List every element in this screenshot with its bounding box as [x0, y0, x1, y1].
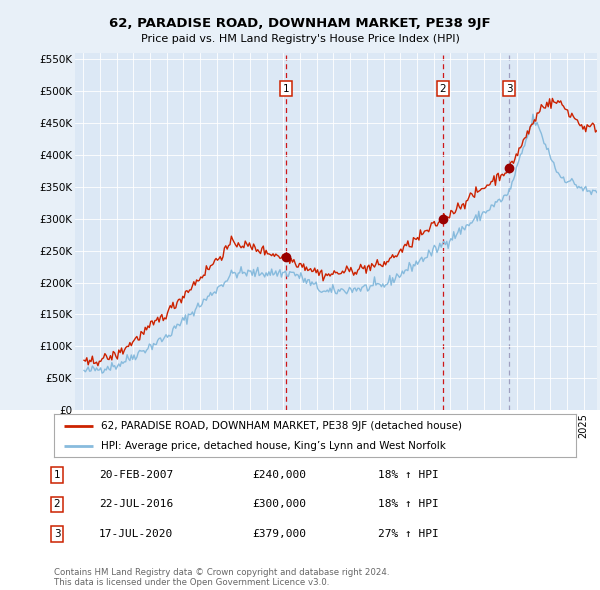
Text: 1: 1 [283, 84, 289, 94]
Text: 62, PARADISE ROAD, DOWNHAM MARKET, PE38 9JF (detached house): 62, PARADISE ROAD, DOWNHAM MARKET, PE38 … [101, 421, 462, 431]
Text: Price paid vs. HM Land Registry's House Price Index (HPI): Price paid vs. HM Land Registry's House … [140, 34, 460, 44]
Text: £300,000: £300,000 [252, 500, 306, 509]
Text: 18% ↑ HPI: 18% ↑ HPI [378, 500, 439, 509]
Text: HPI: Average price, detached house, King’s Lynn and West Norfolk: HPI: Average price, detached house, King… [101, 441, 446, 451]
Text: 62, PARADISE ROAD, DOWNHAM MARKET, PE38 9JF: 62, PARADISE ROAD, DOWNHAM MARKET, PE38 … [109, 17, 491, 30]
Text: 2: 2 [439, 84, 446, 94]
Text: 3: 3 [53, 529, 61, 539]
Text: 27% ↑ HPI: 27% ↑ HPI [378, 529, 439, 539]
Text: 2: 2 [53, 500, 61, 509]
Text: £240,000: £240,000 [252, 470, 306, 480]
Text: 1: 1 [53, 470, 61, 480]
Text: £379,000: £379,000 [252, 529, 306, 539]
Text: 22-JUL-2016: 22-JUL-2016 [99, 500, 173, 509]
Text: 17-JUL-2020: 17-JUL-2020 [99, 529, 173, 539]
Text: 20-FEB-2007: 20-FEB-2007 [99, 470, 173, 480]
Text: Contains HM Land Registry data © Crown copyright and database right 2024.
This d: Contains HM Land Registry data © Crown c… [54, 568, 389, 587]
Text: 18% ↑ HPI: 18% ↑ HPI [378, 470, 439, 480]
Text: 3: 3 [506, 84, 512, 94]
